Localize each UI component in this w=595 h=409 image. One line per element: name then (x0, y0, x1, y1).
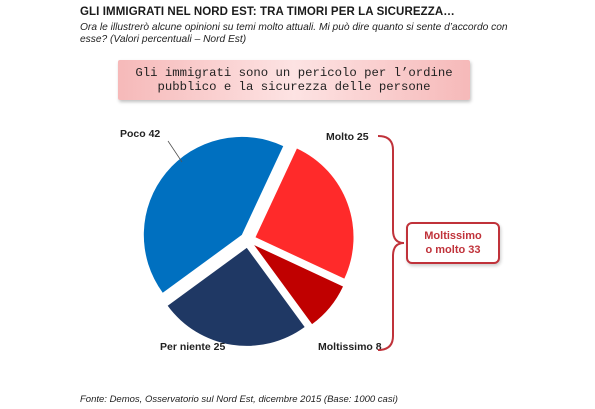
source-note: Fonte: Demos, Osservatorio sul Nord Est,… (80, 394, 398, 405)
summary-line-2: o molto 33 (425, 244, 481, 256)
summary-box: Moltissimo o molto 33 (406, 222, 500, 264)
pie-slice-moltissimo (254, 245, 344, 325)
statement-line-2: pubblico e la sicurezza delle persone (157, 80, 431, 94)
pie-slices (143, 136, 354, 346)
leader-line (167, 140, 183, 163)
statement-line-1: Gli immigrati sono un pericolo per l’ord… (135, 66, 453, 80)
pie-slice-molto (255, 148, 354, 279)
slice-label-poco: Poco 42 (120, 128, 160, 140)
summary-line-1: Moltissimo (424, 230, 482, 242)
slice-label-per-niente: Per niente 25 (160, 341, 226, 353)
question-text: Ora le illustrerò alcune opinioni su tem… (80, 22, 508, 45)
pie-labels: Molto 25 Moltissimo 8 Per niente 25 Poco 42 (120, 128, 382, 353)
slice-label-molto: Molto 25 (326, 131, 369, 143)
page-title: GLI IMMIGRATI NEL NORD EST: TRA TIMORI P… (80, 6, 455, 18)
statement-banner: Gli immigrati sono un pericolo per l’ord… (118, 60, 470, 100)
pie-slice-per-niente (167, 247, 305, 346)
pie-slice-poco (143, 136, 284, 293)
slice-label-moltissimo: Moltissimo 8 (318, 341, 382, 353)
bracket (377, 135, 405, 351)
